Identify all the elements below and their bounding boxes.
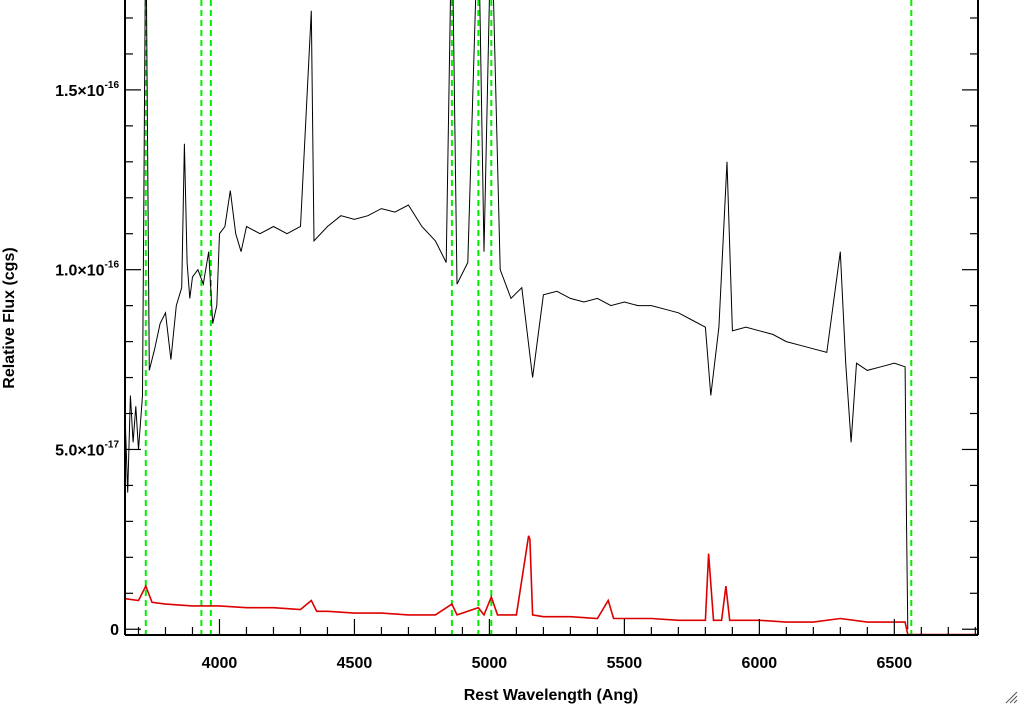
series-line [125, 0, 909, 630]
y-tick-label: 1.5×10-16 [55, 80, 119, 100]
x-tick-label: 4500 [337, 655, 373, 672]
y-tick-label: 0 [110, 622, 119, 639]
x-tick-label: 5000 [472, 655, 508, 672]
y-tick-label: 1.0×10-16 [55, 260, 119, 280]
x-tick-label: 6500 [877, 655, 913, 672]
resize-grip-icon[interactable] [1004, 690, 1018, 704]
x-tick-label: 6000 [742, 655, 778, 672]
x-tick-label: 4000 [202, 655, 238, 672]
y-tick-label: 5.0×10-17 [55, 439, 119, 459]
axes-layer [124, 0, 979, 636]
series-layer [125, 0, 978, 635]
series-line [125, 535, 978, 635]
tick-labels: 4000 4500 5000 5500 6000 6500 0 5.0×10-17 1.0×10… [55, 80, 912, 672]
emission-line-markers [144, 0, 913, 635]
y-axis-title: Relative Flux (cgs) [1, 247, 18, 388]
x-tick-label: 5500 [607, 655, 643, 672]
x-axis-title: Rest Wavelength (Ang) [464, 687, 639, 704]
